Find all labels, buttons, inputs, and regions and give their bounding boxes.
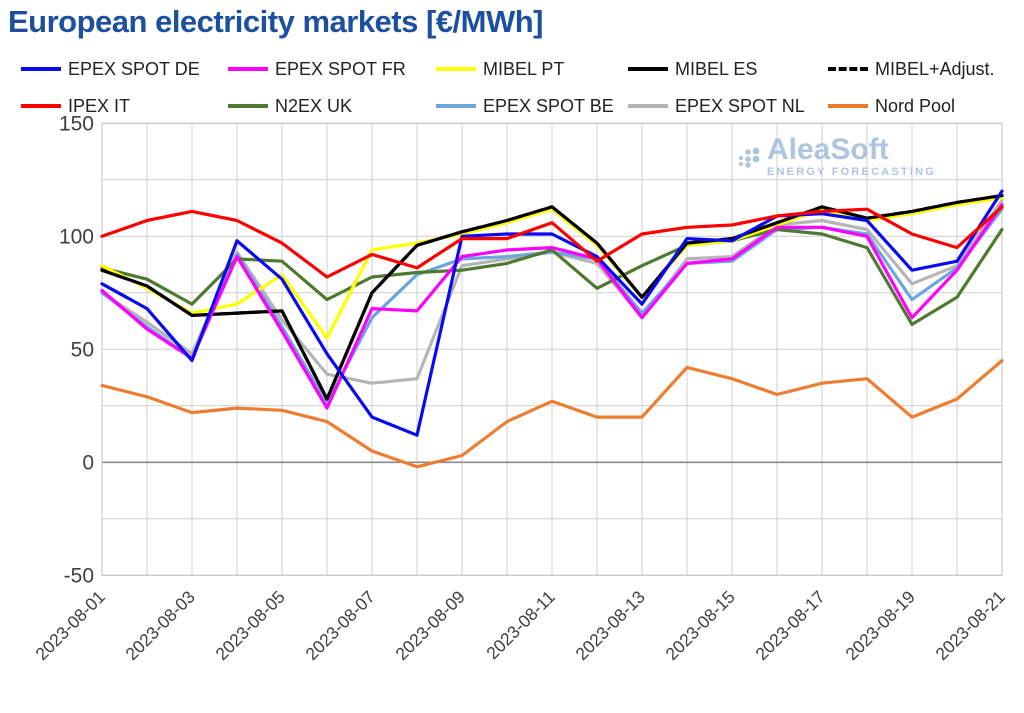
legend-item-mibel-adjust: MIBEL+Adjust. — [828, 58, 995, 80]
legend-swatch-epex-spot-be — [436, 104, 476, 108]
x-axis-tick-labels: 2023-08-01 2023-08-03 2023-08-05 2023-08-07… — [31, 587, 1008, 664]
legend-label-mibel-adjust: MIBEL+Adjust. — [875, 58, 995, 79]
legend-item-epex-spot-be: EPEX SPOT BE — [436, 95, 614, 117]
legend-label-mibel-pt: MIBEL PT — [483, 58, 565, 79]
x-tick-label: 2023-08-19 — [841, 587, 918, 664]
legend-item-epex-spot-fr: EPEX SPOT FR — [228, 58, 406, 80]
legend-swatch-n2ex-uk — [228, 104, 268, 108]
x-tick-label: 2023-08-13 — [571, 587, 648, 664]
y-axis-tick-labels: 150 100 50 0 -50 — [59, 112, 94, 587]
legend-item-nord-pool: Nord Pool — [828, 95, 955, 117]
legend-swatch-mibel-es — [628, 67, 668, 71]
legend-swatch-mibel-adjust — [828, 67, 868, 71]
plot-border — [101, 122, 1003, 576]
legend-label-epex-spot-nl: EPEX SPOT NL — [675, 95, 805, 116]
legend-swatch-nord-pool — [828, 104, 868, 108]
series-line-ipex-it — [100, 205, 1004, 279]
legend-item-epex-spot-nl: EPEX SPOT NL — [628, 95, 805, 117]
x-tick-label: 2023-08-15 — [661, 587, 738, 664]
series-line-nord-pool — [100, 359, 1004, 469]
legend-item-epex-spot-de: EPEX SPOT DE — [21, 58, 200, 80]
y-tick-label: 100 — [59, 225, 94, 248]
x-tick-label: 2023-08-03 — [121, 587, 198, 664]
y-tick-label: -50 — [64, 564, 94, 587]
x-tick-label: 2023-08-11 — [482, 587, 559, 664]
legend-swatch-epex-spot-fr — [228, 67, 268, 71]
series-line-mibel-es — [100, 194, 1004, 401]
x-tick-label: 2023-08-05 — [211, 587, 288, 664]
legend-label-epex-spot-be: EPEX SPOT BE — [483, 95, 614, 116]
legend-label-epex-spot-fr: EPEX SPOT FR — [275, 58, 406, 79]
legend-label-mibel-es: MIBEL ES — [675, 58, 758, 79]
legend-swatch-epex-spot-de — [21, 67, 61, 71]
legend-item-mibel-pt: MIBEL PT — [436, 58, 564, 80]
legend-swatch-mibel-pt — [436, 67, 476, 71]
legend-swatch-ipex-it — [21, 104, 61, 108]
y-tick-label: 150 — [59, 112, 94, 135]
legend-label-epex-spot-de: EPEX SPOT DE — [68, 58, 200, 79]
x-tick-label: 2023-08-07 — [301, 587, 378, 664]
series-line-epex-spot-de — [100, 189, 1004, 437]
page-title: European electricity markets [€/MWh] — [8, 4, 544, 39]
legend-label-n2ex-uk: N2EX UK — [275, 95, 353, 116]
legend-label-ipex-it: IPEX IT — [68, 95, 131, 116]
series-line-epex-spot-fr — [100, 203, 1004, 410]
legend-item-ipex-it: IPEX IT — [21, 95, 130, 117]
legend-swatch-epex-spot-nl — [628, 104, 668, 108]
x-tick-label: 2023-08-01 — [31, 587, 108, 664]
x-tick-label: 2023-08-09 — [391, 587, 468, 664]
legend-item-n2ex-uk: N2EX UK — [228, 95, 352, 117]
y-tick-label: 50 — [71, 338, 94, 361]
legend-item-mibel-es: MIBEL ES — [628, 58, 757, 80]
series-line-n2ex-uk — [100, 227, 1004, 326]
x-tick-label: 2023-08-21 — [931, 587, 1008, 664]
y-tick-label: 0 — [82, 451, 94, 474]
legend-label-nord-pool: Nord Pool — [875, 95, 956, 116]
x-tick-label: 2023-08-17 — [751, 587, 828, 664]
